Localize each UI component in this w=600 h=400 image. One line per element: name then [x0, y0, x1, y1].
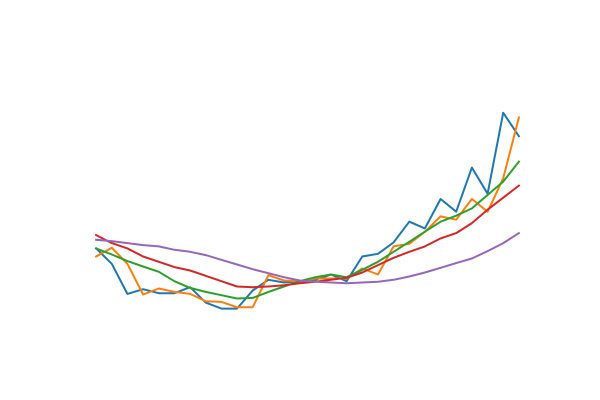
series-layer [94, 111, 521, 310]
series-line-3 [94, 160, 521, 300]
series-line-4 [94, 184, 521, 289]
series-line-5 [95, 231, 521, 285]
